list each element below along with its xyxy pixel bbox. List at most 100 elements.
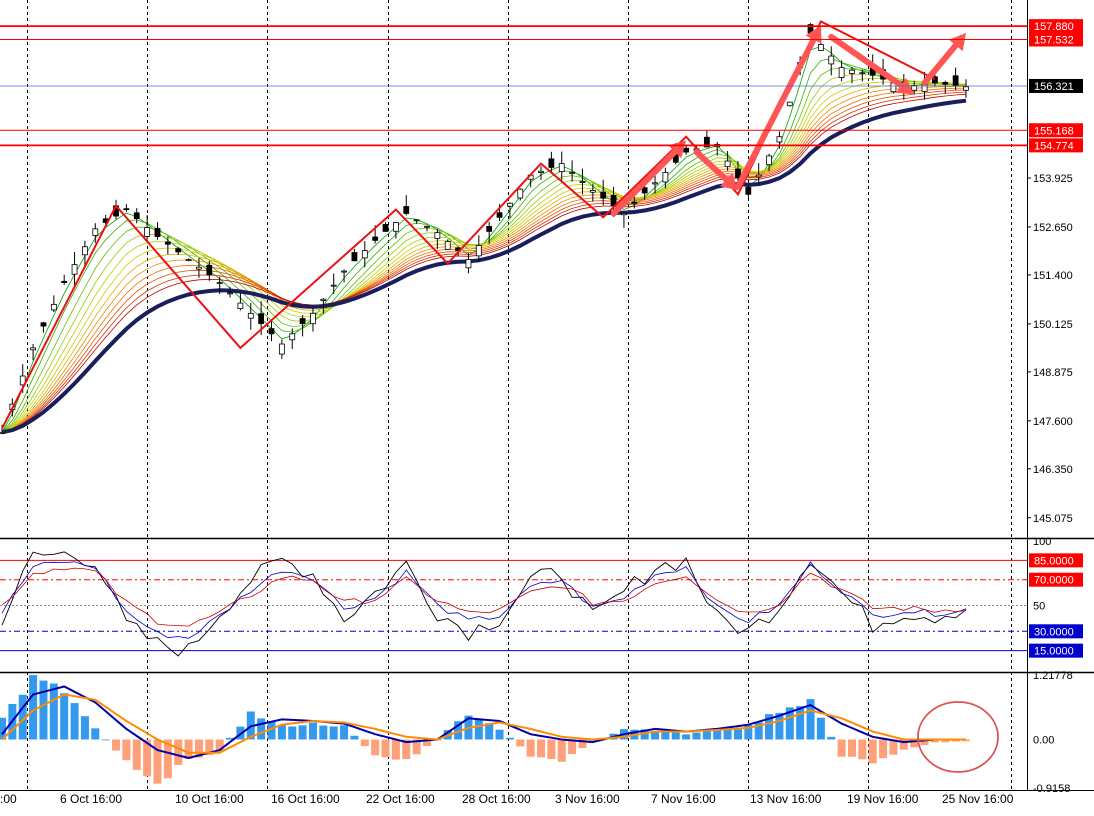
histogram-bar [277, 725, 286, 740]
level-label-box [1029, 123, 1083, 138]
time-tick-label: 25 Nov 16:00 [942, 792, 1014, 806]
candle [942, 80, 949, 94]
candle [341, 269, 347, 283]
ema-ribbon-line [1, 73, 967, 433]
candle [963, 79, 969, 98]
histogram-bar [682, 734, 691, 740]
candle [320, 298, 327, 314]
slow-ema-line [1, 98, 967, 435]
histogram-bar [702, 730, 711, 740]
level-label-box [1029, 32, 1083, 47]
oscillator-line [1, 567, 967, 627]
histogram-bar [941, 739, 950, 743]
histogram-bar [920, 739, 929, 745]
macd-tick-label: 1.21778 [1033, 670, 1073, 682]
candle [299, 314, 306, 337]
histogram-bar [0, 717, 6, 740]
histogram-bar [796, 706, 805, 740]
candle [600, 179, 607, 206]
time-tick-label: 13 Nov 16:00 [750, 792, 822, 806]
histogram-bar [60, 693, 69, 740]
histogram-bar [319, 725, 328, 740]
candle [735, 160, 741, 183]
histogram-bar [547, 739, 556, 759]
histogram-bar [91, 728, 100, 740]
candle [465, 253, 472, 274]
candle [558, 151, 565, 181]
macd-tick-label: 0.00 [1033, 734, 1054, 746]
histogram-bar [402, 739, 411, 759]
candle [50, 295, 57, 313]
histogram-bar [80, 716, 89, 740]
candle [683, 146, 690, 155]
oscillator-level-box [1029, 643, 1083, 658]
candle [507, 202, 513, 219]
candle [838, 60, 845, 82]
ema-ribbon-line [1, 87, 967, 433]
histogram-bar [910, 739, 919, 748]
level-label-box [1029, 19, 1083, 34]
time-tick-label: 19 Nov 16:00 [847, 792, 919, 806]
candle [911, 80, 918, 95]
oscillator-level-label: 70.0000 [1034, 575, 1074, 587]
candle [475, 235, 482, 262]
candle [745, 184, 752, 199]
candle [237, 293, 244, 311]
histogram-bar [39, 680, 48, 740]
oscillator-level-label: 15.0000 [1034, 646, 1074, 658]
histogram-bar [184, 739, 193, 759]
histogram-bar [837, 739, 846, 757]
time-tick-label: 3 Nov 16:00 [555, 792, 620, 806]
current-price-box [1029, 78, 1083, 93]
histogram-bar [215, 739, 224, 752]
histogram-bar [889, 739, 898, 755]
histogram-bar [381, 739, 390, 758]
candle [849, 67, 855, 84]
candle [133, 208, 140, 224]
histogram-bar [288, 726, 297, 740]
ema-ribbon-line [1, 86, 966, 433]
candle [247, 303, 254, 330]
histogram-bar [723, 728, 732, 740]
candle [351, 248, 358, 262]
histogram-bar [951, 739, 960, 742]
histogram-bar [671, 732, 680, 740]
price-tick-label: 153.925 [1033, 173, 1073, 185]
candle [289, 328, 296, 350]
time-tick-label: 22 Oct 16:00 [366, 792, 435, 806]
histogram-bar [526, 739, 535, 757]
candle [175, 246, 182, 255]
oscillator-level-box [1029, 553, 1083, 568]
time-tick-label: :00 [0, 792, 17, 806]
price-tick-label: 147.600 [1033, 416, 1073, 428]
histogram-bar [754, 722, 763, 740]
candle [61, 274, 68, 285]
candle [144, 215, 151, 240]
price-tick-label: 150.125 [1033, 319, 1073, 331]
histogram-bar [422, 739, 431, 747]
histogram-bar [474, 719, 483, 740]
candle [216, 276, 223, 294]
histogram-bar [765, 714, 774, 740]
candle [196, 258, 202, 278]
candle [755, 163, 762, 185]
highlight-circle [917, 701, 999, 773]
candle [403, 195, 410, 216]
histogram-bar [329, 726, 338, 740]
macd-panel [0, 675, 999, 784]
histogram-bar [340, 725, 349, 740]
histogram-bar [785, 707, 794, 740]
vertical-grid [0, 0, 1094, 791]
level-label-box [1029, 138, 1083, 153]
histogram-bar [505, 737, 514, 740]
price-panel [0, 20, 1027, 435]
candle [268, 319, 275, 342]
histogram-bar [153, 739, 162, 784]
histogram-bar [101, 739, 110, 741]
candle [123, 204, 130, 212]
candle [361, 241, 368, 268]
histogram-bar [858, 739, 867, 760]
